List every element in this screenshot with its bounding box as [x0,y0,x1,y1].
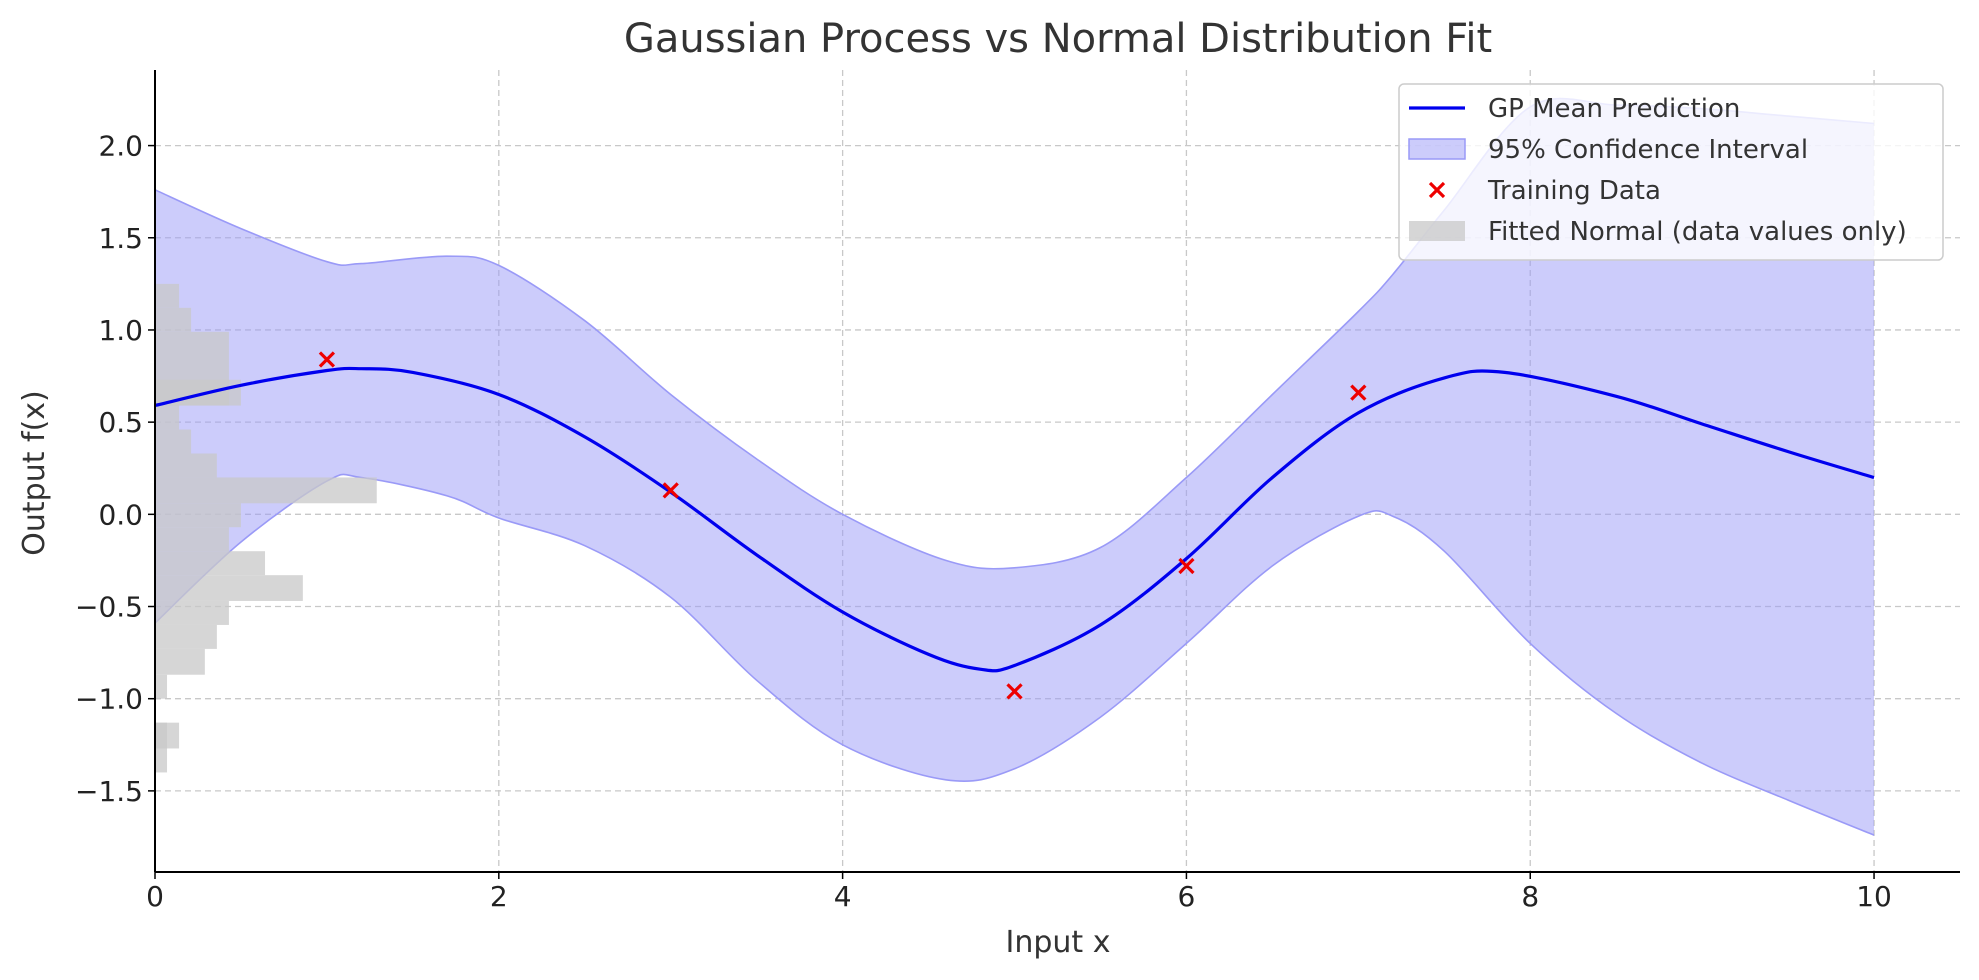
confidence-lower-edge [154,473,1875,836]
legend-label: Fitted Normal (data values only) [1488,217,1907,247]
legend-item: Fitted Normal (data values only) [1409,217,1907,247]
histogram-bar [155,748,168,773]
legend: GP Mean Prediction 95% Confidence Interva… [1398,83,1944,261]
training-point [1006,683,1023,700]
chart-title: Gaussian Process vs Normal Distribution … [624,16,1492,62]
legend-item: Training Data [1428,176,1661,206]
y-tick-label: −1.0 [75,683,143,716]
x-axis-label: Input x [1006,925,1111,960]
histogram-bar [155,405,180,430]
x-tick-label: 4 [834,880,852,913]
training-point-stroke [1350,384,1367,401]
histogram-bar [155,429,192,454]
axes [154,70,1960,873]
x-tick-label: 8 [1521,880,1539,913]
histogram-bar [155,575,303,601]
x-tick-label: 2 [490,880,508,913]
y-tick-label: 0.0 [98,498,143,531]
y-tick-label: −1.5 [75,775,143,808]
y-tick-label: −0.5 [75,591,143,624]
histogram-bar [155,648,205,675]
legend-marker-stroke [1428,181,1446,199]
training-points [318,351,1367,700]
legend-item: GP Mean Prediction [1409,94,1740,124]
legend-patch-swatch [1408,138,1466,160]
legend-item: 95% Confidence Interval [1408,135,1808,165]
training-point [1178,557,1195,575]
histogram-bar [155,453,217,478]
histogram-bar [155,551,266,576]
confidence-band [155,98,1874,836]
training-point-stroke [1178,557,1195,575]
x-tick-label: 10 [1856,880,1892,913]
histogram-bar [155,722,180,749]
training-point [1350,384,1367,401]
training-point-stroke [318,351,336,368]
gp-mean-line [154,366,1875,673]
legend-label: 95% Confidence Interval [1488,135,1808,165]
training-point [318,351,336,368]
histogram-bar [155,307,192,332]
training-point [662,482,679,499]
histogram-bar [155,477,377,504]
histogram-bar [155,527,229,552]
legend-label: GP Mean Prediction [1488,94,1740,124]
y-tick-label: 0.5 [98,406,143,439]
x-ticks: 0 2 4 6 8 10 [146,872,1892,913]
x-tick-label: 6 [1178,880,1196,913]
legend-box [1398,83,1944,261]
gp-mean-path [154,366,1875,673]
y-tick-label: 1.5 [98,222,143,255]
histogram-bar [155,624,217,649]
training-point-stroke [662,482,679,499]
legend-label: Training Data [1487,176,1661,206]
y-tick-label: 1.0 [98,314,143,347]
histogram-bar [155,283,180,308]
histogram-bar [155,600,229,625]
training-point-stroke [1006,683,1023,700]
y-tick-label: 2.0 [98,130,143,163]
histogram-bar [155,674,168,699]
histogram-bar [155,503,241,528]
y-ticks: −1.5 −1.0 −0.5 0.0 0.5 1.0 1.5 2.0 [75,130,155,808]
x-tick-label: 0 [146,880,164,913]
legend-patch-swatch [1409,221,1465,241]
y-axis-label: Output f(x) [17,390,52,555]
